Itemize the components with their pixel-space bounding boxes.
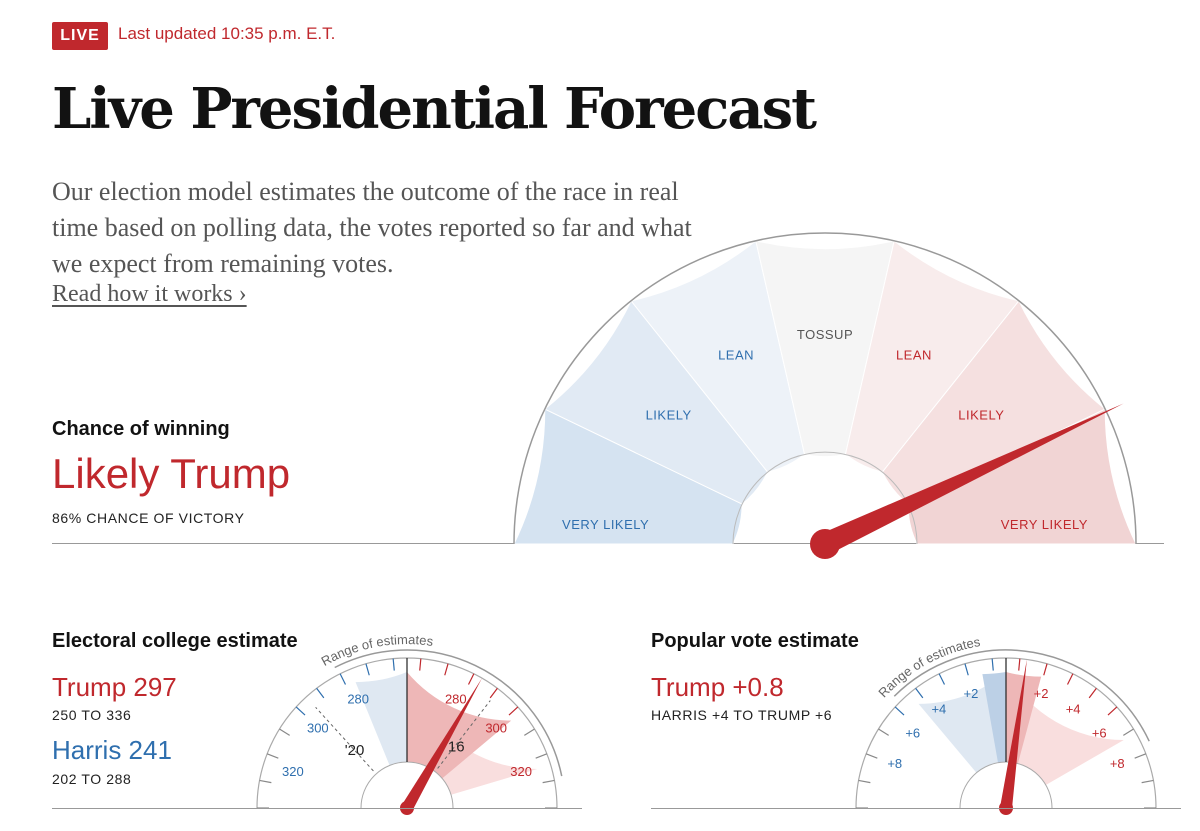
ec-tick [392, 658, 395, 671]
electoral-harris: Harris 241 [52, 735, 172, 765]
popular-trump: Trump +0.8 [651, 672, 784, 702]
ec-tick [295, 706, 306, 716]
pv-range-harris [918, 672, 1006, 773]
pv-tick [1066, 673, 1074, 685]
ec-tick [419, 658, 422, 671]
ec-tick [467, 673, 475, 685]
gauge-segment-label: VERY LIKELY [562, 517, 649, 532]
pv-tick [878, 728, 889, 736]
pv-range-trump [1006, 672, 1124, 785]
ec-tick [542, 779, 555, 784]
ec-range-harris [355, 672, 407, 766]
main-gauge: VERY LIKELY LIKELY LEAN TOSSUP LEAN LIKELY VER… [513, 232, 1137, 559]
gauge-segment-label: LIKELY [958, 407, 1004, 422]
gauge-outline [513, 232, 1137, 545]
electoral-trump: Trump 297 [52, 672, 177, 702]
popular-baseline [651, 808, 1181, 809]
main-needle-hub [810, 529, 840, 559]
gauge-segment-label: LIKELY [646, 407, 692, 422]
ec-prev-label: '20 [345, 742, 365, 759]
ec-trump-tick-label: 280 [445, 691, 467, 706]
electoral-baseline [52, 808, 582, 809]
pv-tick [1123, 728, 1134, 736]
chance-value: Likely Trump [52, 450, 291, 497]
ec-tick [266, 753, 279, 759]
pv-trump-tick-label: +8 [1110, 756, 1125, 771]
chance-percent: 86% CHANCE OF VICTORY [52, 510, 245, 526]
pv-tick [1141, 779, 1154, 784]
intro-text: Our election model estimates the outcome… [52, 177, 692, 278]
electoral-trump-range: 250 TO 336 [52, 707, 132, 723]
live-badge: LIVE [52, 22, 108, 50]
main-needle [820, 403, 1124, 554]
pv-tick [858, 779, 871, 784]
pv-trump-tick-label: +2 [1034, 686, 1049, 701]
gauge-segment-label: TOSSUP [797, 327, 853, 342]
electoral-harris-range: 202 TO 288 [52, 771, 132, 787]
gauge-segment-label: VERY LIKELY [1001, 517, 1088, 532]
pv-range-arc [893, 649, 1150, 742]
pv-tick [1018, 658, 1021, 671]
ec-prev-line [315, 706, 374, 772]
ec-tick [444, 663, 449, 676]
popular-title: Popular vote estimate [651, 630, 859, 652]
pv-trump-tick-label: +6 [1092, 725, 1107, 740]
pv-inner-harris [982, 672, 1006, 763]
ec-harris-tick-label: 280 [347, 691, 369, 706]
pv-tick [1088, 687, 1097, 699]
pv-harris-tick-label: +8 [887, 756, 902, 771]
pv-tick [1107, 706, 1118, 716]
page-title: Live Presidential Forecast [52, 76, 817, 142]
ec-harris-tick-label: 300 [307, 721, 329, 736]
pv-tick [915, 687, 924, 699]
last-updated: Last updated 10:35 p.m. E.T. [118, 24, 336, 43]
pv-tick [1043, 663, 1048, 676]
pv-needle [1000, 659, 1027, 809]
ec-trump-tick-label: 300 [485, 721, 507, 736]
pv-tick [1134, 753, 1147, 759]
ec-tick [365, 663, 370, 676]
pv-harris-tick-label: +4 [931, 702, 946, 717]
ec-prev-label: '16 [445, 738, 465, 755]
pv-tick [991, 658, 994, 671]
ec-tick [508, 706, 519, 716]
read-how-it-works-link[interactable]: Read how it works › [52, 281, 247, 307]
ec-inner-trump [407, 672, 512, 779]
ec-prev-line [437, 700, 491, 769]
ec-needle [401, 678, 482, 811]
ec-range-arc [334, 649, 563, 777]
chance-label: Chance of winning [52, 418, 230, 440]
ec-tick [535, 753, 548, 759]
pv-harris-tick-label: +6 [905, 725, 920, 740]
pv-tick [865, 753, 878, 759]
ec-tick [489, 687, 498, 699]
pv-harris-tick-label: +2 [964, 686, 979, 701]
ec-tick [279, 728, 290, 736]
ec-harris-tick-label: 320 [282, 764, 304, 779]
gauge-segment-label: LEAN [718, 347, 754, 362]
ec-tick [339, 673, 347, 685]
gauge-segment-label: LEAN [896, 347, 932, 362]
electoral-title: Electoral college estimate [52, 630, 298, 652]
ec-tick [259, 779, 272, 784]
popular-range: HARRIS +4 TO TRUMP +6 [651, 707, 833, 723]
pv-tick [964, 663, 969, 676]
pv-tick [894, 706, 905, 716]
pv-tick [938, 673, 946, 685]
ec-trump-tick-label: 320 [510, 764, 532, 779]
pv-trump-tick-label: +4 [1066, 702, 1081, 717]
popular-gauge: Range of estimates+2+4+6+8+2+4+6+8 [855, 634, 1157, 815]
ec-tick [524, 728, 535, 736]
ec-tick [316, 687, 325, 699]
